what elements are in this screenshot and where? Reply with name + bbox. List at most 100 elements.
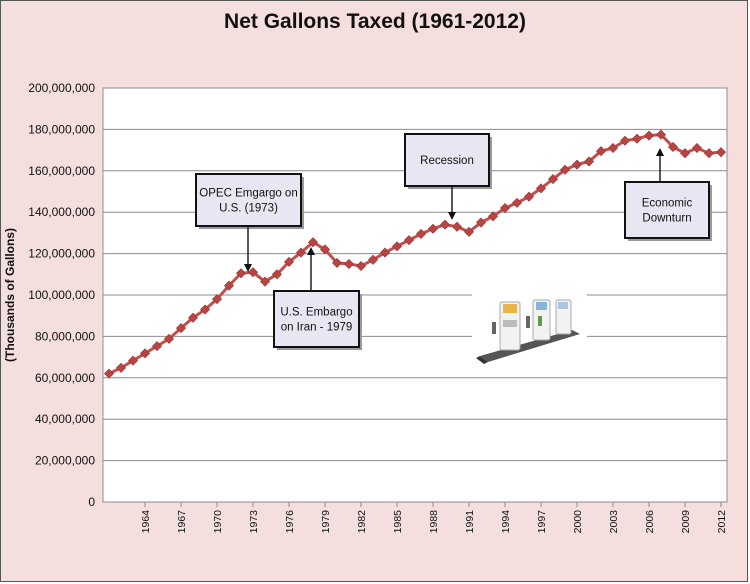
data-point [439, 219, 451, 230]
data-point [631, 133, 643, 144]
data-point [343, 258, 355, 269]
data-point [511, 197, 523, 208]
data-point [247, 267, 259, 278]
data-point [127, 355, 139, 366]
x-tick-label: 1982 [356, 510, 368, 534]
callout-text: U.S. Embargo [280, 307, 352, 319]
y-tick-label: 140,000,000 [28, 205, 95, 219]
y-tick-label: 200,000,000 [28, 81, 95, 95]
gas-pumps-image [472, 292, 587, 374]
data-point [643, 130, 655, 141]
data-point [451, 221, 463, 232]
x-tick-label: 1964 [140, 510, 152, 534]
y-tick-label: 20,000,000 [35, 454, 95, 468]
x-tick-label: 2006 [644, 510, 656, 534]
annotations: OPEC Emgargo on U.S. (1973) U.S. Embargo on… [195, 133, 712, 350]
x-tick-label: 1973 [248, 510, 260, 534]
data-point [175, 323, 187, 334]
y-tick-label: 0 [88, 495, 95, 509]
data-point [619, 135, 631, 146]
callout-box [273, 290, 360, 348]
data-point [583, 156, 595, 167]
data-point [595, 146, 607, 157]
data-point [199, 304, 211, 315]
data-point [427, 223, 439, 234]
x-tick-label: 1997 [536, 510, 548, 534]
data-point [679, 148, 691, 159]
data-point [139, 348, 151, 359]
annotation-callout: OPEC Emgargo on U.S. (1973) [195, 173, 304, 272]
data-point [307, 237, 319, 248]
callout-arrowhead [307, 247, 315, 255]
data-point [163, 333, 175, 344]
annotation-callout: U.S. Embargo on Iran - 1979 [273, 247, 362, 350]
y-tick-label: 100,000,000 [28, 288, 95, 302]
x-tick-label: 1970 [212, 510, 224, 534]
x-tick-label: 1979 [320, 510, 332, 534]
data-point [607, 143, 619, 154]
data-point [271, 269, 283, 280]
callout-text: U.S. (1973) [219, 203, 278, 215]
callout-text: Downturn [642, 213, 691, 225]
x-tick-label: 1994 [500, 510, 512, 534]
callout-text: OPEC Emgargo on [199, 188, 297, 200]
data-point [391, 241, 403, 252]
chart-title: Net Gallons Taxed (1961-2012) [224, 10, 526, 33]
x-tick-label: 2003 [608, 510, 620, 534]
data-point [571, 159, 583, 170]
x-axis: 1964 1967 1970 1973 1976 1979 1982 1985 1988 1991… [140, 502, 728, 533]
x-tick-label: 1991 [464, 510, 476, 534]
series-layer [103, 129, 727, 379]
y-axis: 0 20,000,000 40,000,000 60,000,000 80,000,00… [28, 81, 95, 509]
annotation-callout: Recession [404, 133, 492, 220]
data-point [487, 211, 499, 222]
x-tick-label: 2009 [680, 510, 692, 534]
data-point [103, 368, 115, 379]
data-point [367, 254, 379, 265]
data-point [259, 276, 271, 287]
callout-text: Economic [642, 198, 693, 210]
x-tick-label: 1985 [392, 510, 404, 534]
data-point [319, 244, 331, 255]
data-point [547, 174, 559, 185]
callout-box [404, 133, 490, 187]
data-point [667, 141, 679, 153]
data-point [355, 260, 367, 272]
y-axis-label: (Thousands of Gallons) [3, 228, 17, 362]
x-tick-label: 1976 [284, 510, 296, 534]
data-point [523, 191, 535, 202]
data-point [499, 203, 511, 214]
y-tick-label: 60,000,000 [35, 371, 95, 385]
data-point [235, 268, 247, 279]
callout-arrowhead [244, 264, 252, 272]
callout-text: Recession [420, 155, 474, 167]
data-point [187, 312, 199, 323]
data-point [703, 148, 715, 159]
data-point [559, 164, 571, 175]
y-tick-label: 120,000,000 [28, 247, 95, 261]
callout-text: on Iran - 1979 [281, 322, 353, 334]
y-tick-label: 80,000,000 [35, 329, 95, 343]
data-point [475, 217, 487, 228]
y-tick-label: 40,000,000 [35, 412, 95, 426]
x-tick-label: 2000 [572, 510, 584, 534]
data-point [463, 226, 475, 237]
y-tick-label: 160,000,000 [28, 164, 95, 178]
data-point [151, 341, 163, 352]
data-point [223, 280, 235, 291]
data-point [379, 247, 391, 258]
data-point [535, 183, 547, 194]
x-tick-label: 1967 [176, 510, 188, 534]
data-point [403, 235, 415, 246]
y-tick-label: 180,000,000 [28, 122, 95, 136]
callout-arrowhead [656, 148, 664, 156]
x-tick-label: 2012 [716, 510, 728, 534]
data-point [691, 143, 703, 154]
callout-box [624, 181, 710, 239]
annotation-callout: Economic Downturn [624, 148, 712, 241]
x-tick-label: 1988 [428, 510, 440, 534]
data-point [283, 256, 295, 267]
data-point [115, 362, 127, 373]
data-point [715, 147, 727, 158]
